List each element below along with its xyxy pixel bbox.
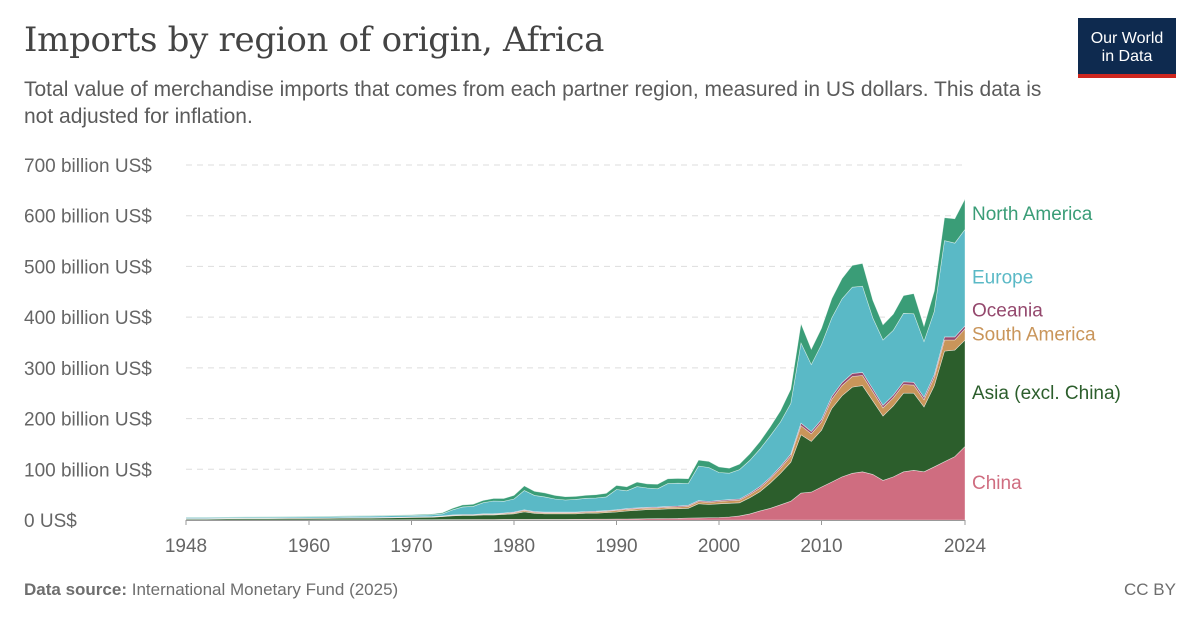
- x-tick-label: 2024: [944, 536, 987, 557]
- area-north-america[interactable]: [185, 198, 966, 518]
- source-label: Data source:: [24, 580, 127, 599]
- label-asia-excl-china: Asia (excl. China): [972, 383, 1121, 404]
- y-tick-label: 400 billion US$: [24, 308, 152, 329]
- chart-title: Imports by region of origin, Africa: [24, 20, 605, 60]
- x-tick-label: 1980: [493, 536, 535, 557]
- chart-subtitle: Total value of merchandise imports that …: [24, 78, 1042, 128]
- area-series: [185, 198, 966, 521]
- y-tick-label: 100 billion US$: [24, 460, 152, 481]
- y-tick-label: 700 billion US$: [24, 156, 152, 177]
- data-source: Data source: International Monetary Fund…: [24, 580, 398, 600]
- axes: 0 US$ 100 billion US$ 200 billion US$ 300 b…: [24, 156, 987, 557]
- series-labels: China Asia (excl. China) South America Ocea…: [972, 204, 1121, 494]
- x-tick-label: 1948: [165, 536, 207, 557]
- license[interactable]: CC BY: [1124, 580, 1176, 599]
- label-china: China: [972, 473, 1022, 494]
- logo-line-1: Our World: [1090, 30, 1164, 47]
- x-tick-label: 1970: [390, 536, 432, 557]
- logo-line-2: in Data: [1101, 48, 1153, 65]
- y-tick-label: 0 US$: [24, 511, 77, 532]
- source-text[interactable]: International Monetary Fund (2025): [131, 580, 399, 599]
- owid-logo[interactable]: Our World in Data: [1078, 18, 1176, 78]
- label-oceania: Oceania: [972, 300, 1043, 321]
- y-tick-label: 200 billion US$: [24, 410, 152, 431]
- x-tick-label: 2000: [698, 536, 740, 557]
- y-tick-label: 300 billion US$: [24, 359, 152, 380]
- label-europe: Europe: [972, 268, 1033, 289]
- x-tick-label: 2010: [800, 536, 842, 557]
- x-tick-label: 1960: [288, 536, 330, 557]
- x-tick-label: 1990: [595, 536, 637, 557]
- y-tick-label: 500 billion US$: [24, 257, 152, 278]
- label-north-america: North America: [972, 204, 1093, 225]
- y-tick-label: 600 billion US$: [24, 207, 152, 228]
- label-south-america: South America: [972, 324, 1096, 345]
